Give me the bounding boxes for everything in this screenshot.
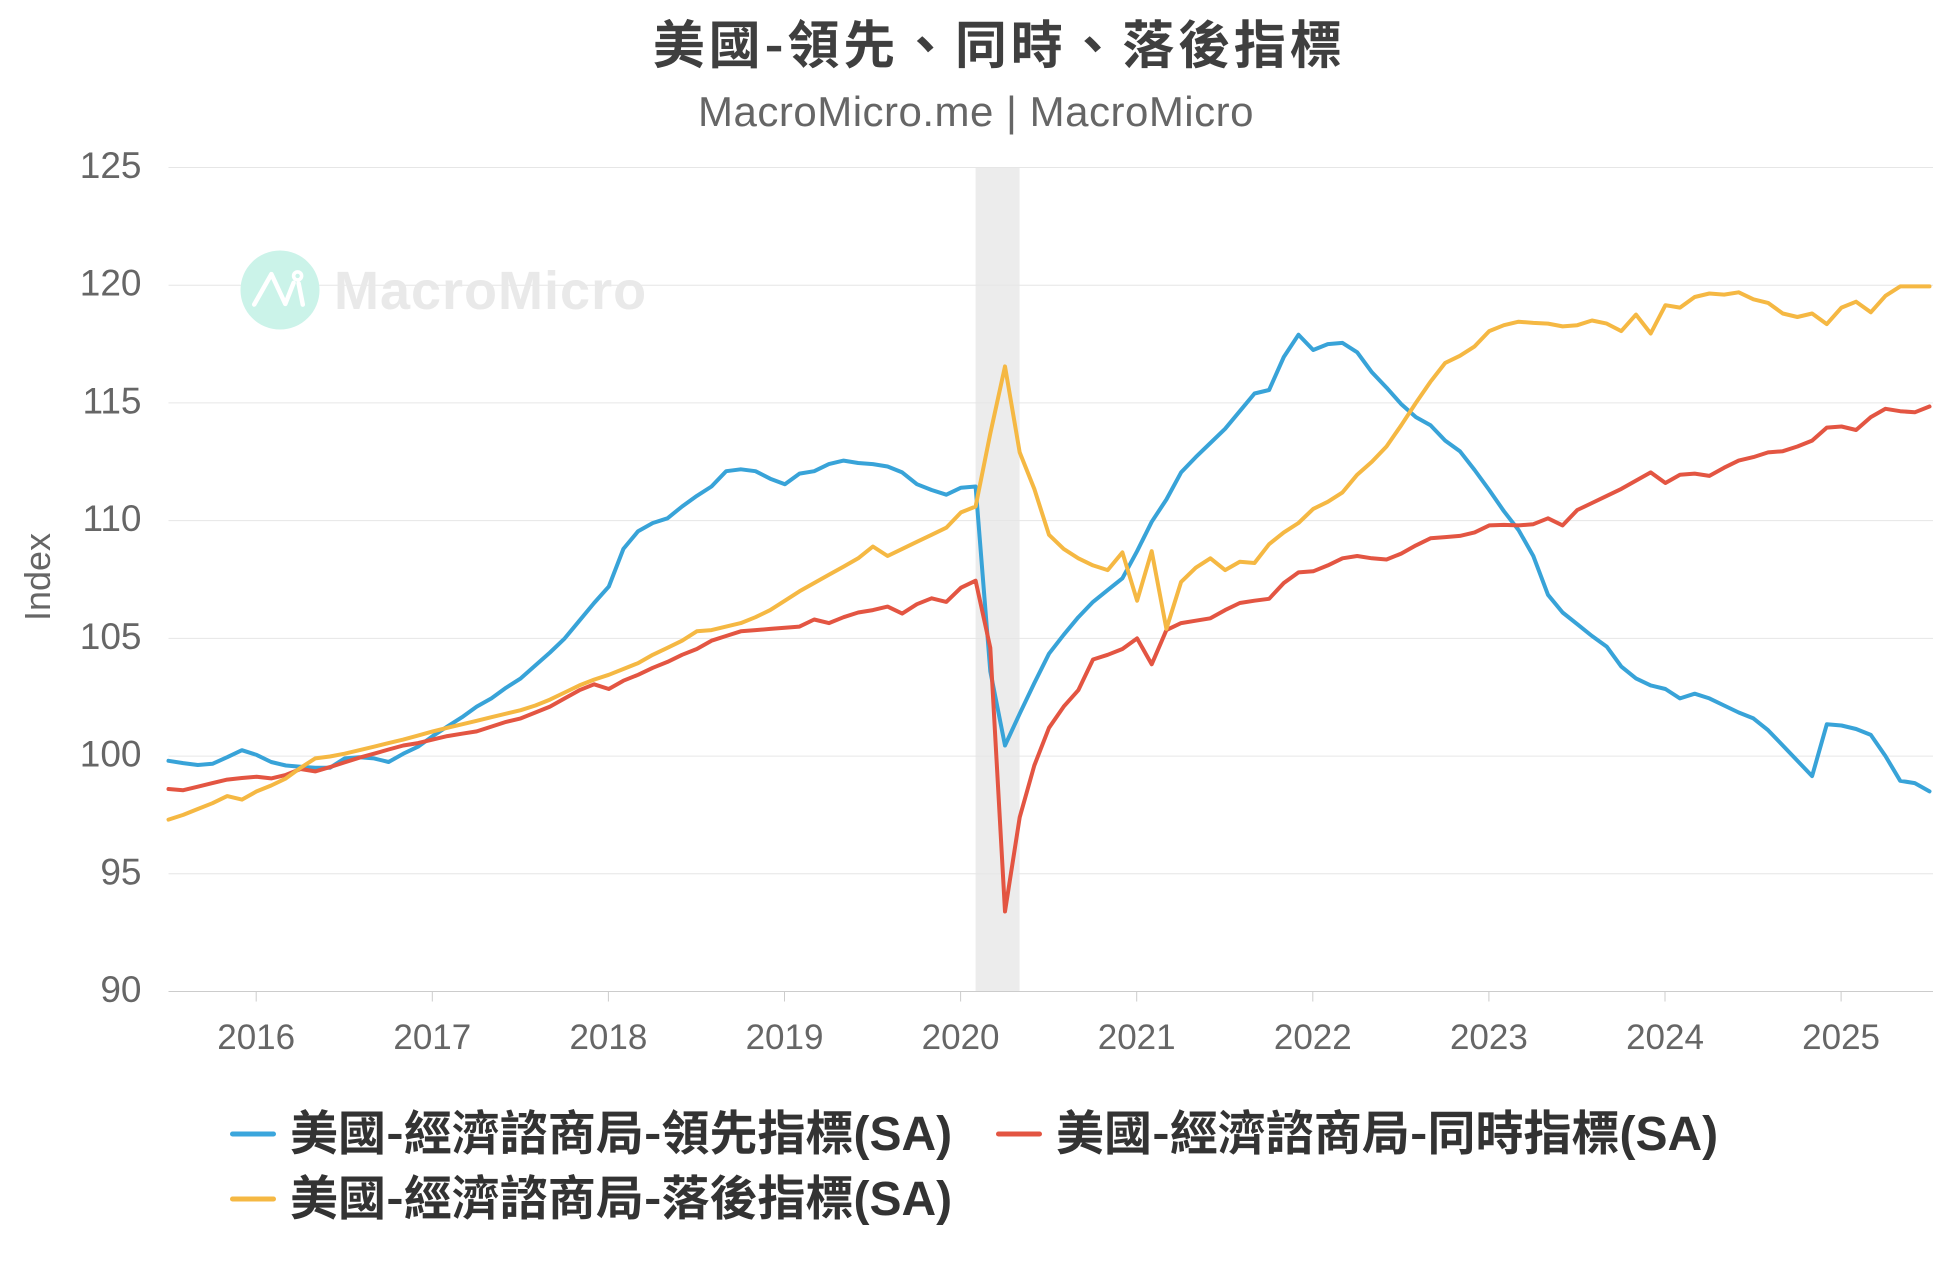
- svg-text:110: 110: [83, 498, 142, 539]
- svg-text:(SA): (SA): [1620, 1108, 1719, 1161]
- svg-text:2019: 2019: [746, 1018, 824, 1057]
- svg-text:2022: 2022: [1274, 1018, 1352, 1057]
- svg-text:2023: 2023: [1450, 1018, 1528, 1057]
- svg-text:2024: 2024: [1626, 1018, 1704, 1057]
- svg-text:2020: 2020: [922, 1018, 1000, 1057]
- svg-text:Index: Index: [17, 533, 58, 621]
- svg-text:2025: 2025: [1802, 1018, 1880, 1057]
- svg-text:90: 90: [100, 969, 141, 1010]
- svg-text:120: 120: [80, 263, 142, 304]
- svg-text:2018: 2018: [569, 1018, 647, 1057]
- svg-text:100: 100: [80, 734, 142, 775]
- svg-text:2021: 2021: [1098, 1018, 1176, 1057]
- svg-text:MacroMicro.me | MacroMicro: MacroMicro.me | MacroMicro: [698, 88, 1254, 135]
- svg-text:125: 125: [80, 145, 142, 186]
- svg-text:(SA): (SA): [854, 1173, 953, 1226]
- svg-text:MacroMicro: MacroMicro: [334, 261, 647, 321]
- svg-text:(SA): (SA): [854, 1108, 953, 1161]
- svg-text:105: 105: [80, 616, 142, 657]
- svg-text:95: 95: [100, 851, 141, 892]
- svg-text:115: 115: [83, 380, 142, 421]
- svg-text:2016: 2016: [217, 1018, 295, 1057]
- svg-text:2017: 2017: [393, 1018, 471, 1057]
